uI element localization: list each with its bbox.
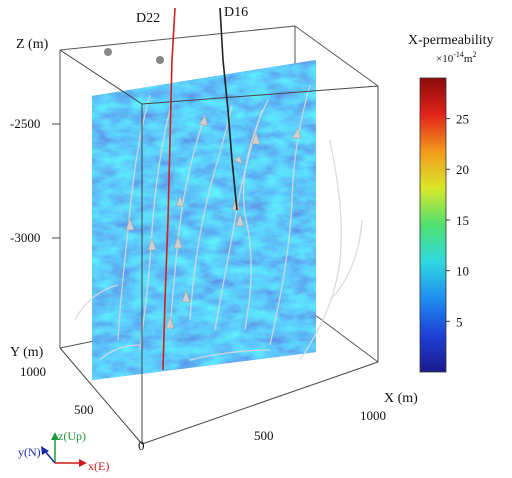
- colorbar-gradient: [419, 77, 447, 373]
- colorbar-title: X-permeability: [408, 33, 494, 48]
- well-d16-label: D16: [224, 5, 248, 20]
- wellheads: [104, 48, 164, 64]
- bounding-box-front: [59, 49, 379, 445]
- x-tick: 1000: [360, 408, 386, 423]
- flow-arrows: [125, 115, 302, 329]
- colorbar-unit: ×10-14m2: [436, 50, 476, 65]
- y-tick: 0: [138, 438, 145, 453]
- well-d22-label: D22: [136, 11, 160, 26]
- colorbar-tick-label: 15: [456, 213, 469, 228]
- colorbar-tick-label: 5: [456, 314, 463, 329]
- orientation-triad: z(Up) y(N) x(E): [18, 429, 109, 473]
- permeability-slice: [92, 60, 316, 380]
- z-tick: -2500: [10, 116, 40, 131]
- colorbar-tick-label: 25: [456, 112, 469, 127]
- triad-y-label: y(N): [18, 445, 41, 459]
- well-d22: D22: [136, 7, 176, 371]
- y-tick: 500: [74, 402, 94, 417]
- x-tick: 500: [254, 428, 274, 443]
- colorbar: X-permeability ×10-14m2 25 20 15 10 5: [408, 33, 494, 373]
- colorbar-tick-label: 10: [456, 264, 469, 279]
- well-d16: D16: [219, 5, 248, 211]
- y-axis-label: Y (m): [10, 345, 44, 360]
- triad-x-label: x(E): [88, 459, 109, 473]
- colorbar-tick-label: 20: [456, 162, 469, 177]
- x-axis-label: X (m): [384, 391, 418, 406]
- z-tick: -3000: [10, 230, 40, 245]
- triad-z-label: z(Up): [58, 429, 86, 443]
- y-tick: 1000: [20, 364, 46, 379]
- z-axis-label: Z (m): [16, 37, 49, 52]
